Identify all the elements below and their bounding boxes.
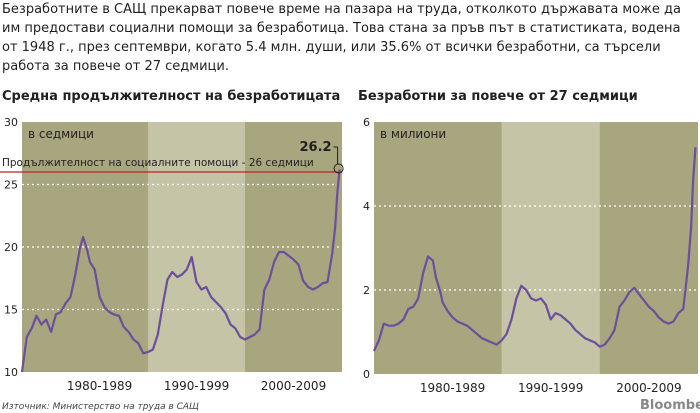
chart-2-decade-label: 1980-1989	[420, 381, 485, 395]
chart-1-decade-label: 2000-2009	[261, 379, 326, 393]
chart-2-title: Безработни за повече от 27 седмици	[358, 89, 638, 104]
chart-1-decade-label: 1980-1989	[67, 379, 132, 393]
chart-2-decade-band-light	[501, 122, 600, 374]
chart-1-y-tick-label: 15	[4, 304, 18, 317]
bloomberg-logo: Bloomberg	[640, 398, 700, 413]
chart-1-threshold-label: Продължителност на социалните помощи - 2…	[2, 157, 314, 169]
chart-2-decade-label: 2000-2009	[616, 381, 681, 395]
chart-1-unit-label: в седмици	[28, 127, 94, 141]
chart-2-unit-label: в милиони	[380, 127, 446, 141]
chart-1-y-tick-label: 10	[4, 366, 18, 379]
chart-2-y-tick-label: 4	[363, 200, 370, 213]
intro-text: Безработните в САЩ прекарват повече врем…	[2, 2, 681, 74]
chart-1-callout-marker	[333, 163, 344, 174]
chart-1-callout-label: 26.2	[299, 140, 331, 155]
chart-2-y-tick-label: 6	[363, 116, 370, 129]
chart-1-decade-label: 1990-1999	[164, 379, 229, 393]
chart-2-y-tick-label: 2	[363, 284, 370, 297]
source-note: Източник: Министерство на труда в САЩ	[2, 402, 199, 412]
chart-2-series-line	[373, 147, 697, 352]
chart-1-y-tick-label: 25	[4, 179, 18, 192]
chart-1-y-tick-label: 20	[4, 241, 18, 254]
chart-2-decade-label: 1990-1999	[518, 381, 583, 395]
chart-1-y-tick-label: 30	[4, 116, 18, 129]
chart-1-series-line	[20, 169, 341, 373]
chart-1-title: Средна продължителност на безработицата	[2, 89, 341, 104]
chart-2-y-tick-label: 0	[363, 368, 370, 381]
